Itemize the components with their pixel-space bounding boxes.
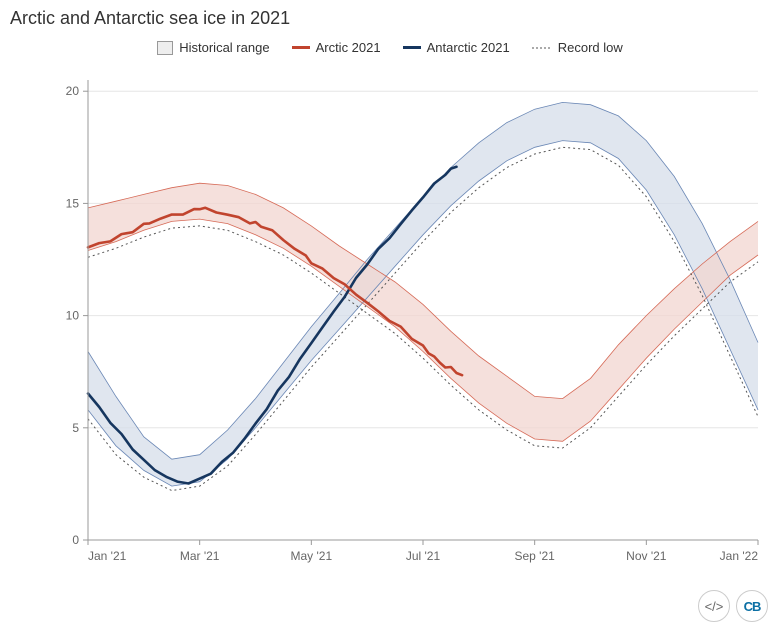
historical-range-swatch (157, 41, 173, 55)
svg-text:5: 5 (72, 421, 79, 435)
antarctic-line-swatch (403, 46, 421, 49)
svg-text:Jul '21: Jul '21 (406, 549, 441, 563)
svg-text:Nov '21: Nov '21 (626, 549, 667, 563)
chart-container: Arctic and Antarctic sea ice in 2021 His… (0, 0, 780, 630)
svg-text:0: 0 (72, 533, 79, 547)
svg-text:May '21: May '21 (291, 549, 333, 563)
chart-title: Arctic and Antarctic sea ice in 2021 (10, 8, 290, 29)
svg-text:15: 15 (66, 196, 80, 210)
legend-historical-range[interactable]: Historical range (157, 40, 269, 55)
embed-button[interactable]: </> (698, 590, 730, 622)
svg-text:Jan '22: Jan '22 (720, 549, 759, 563)
record-low-swatch (532, 43, 552, 53)
legend-arctic-2021[interactable]: Arctic 2021 (292, 40, 381, 55)
legend-antarctic-2021[interactable]: Antarctic 2021 (403, 40, 510, 55)
arctic-line-swatch (292, 46, 310, 49)
legend: Historical range Arctic 2021 Antarctic 2… (0, 40, 780, 55)
embed-icon: </> (705, 599, 724, 614)
svg-text:20: 20 (66, 84, 80, 98)
logo-text: CB (744, 599, 761, 614)
legend-label: Historical range (179, 40, 269, 55)
svg-text:10: 10 (66, 309, 80, 323)
svg-text:Jan '21: Jan '21 (88, 549, 127, 563)
legend-label: Arctic 2021 (316, 40, 381, 55)
logo-badge[interactable]: CB (736, 590, 768, 622)
legend-label: Record low (558, 40, 623, 55)
plot-area: 0 5 10 15 20 Jan '21 Mar '21 May '21 Jul '21 Sep … (48, 72, 764, 572)
legend-record-low[interactable]: Record low (532, 40, 623, 55)
legend-label: Antarctic 2021 (427, 40, 510, 55)
svg-text:Sep '21: Sep '21 (515, 549, 556, 563)
svg-text:Mar '21: Mar '21 (180, 549, 220, 563)
